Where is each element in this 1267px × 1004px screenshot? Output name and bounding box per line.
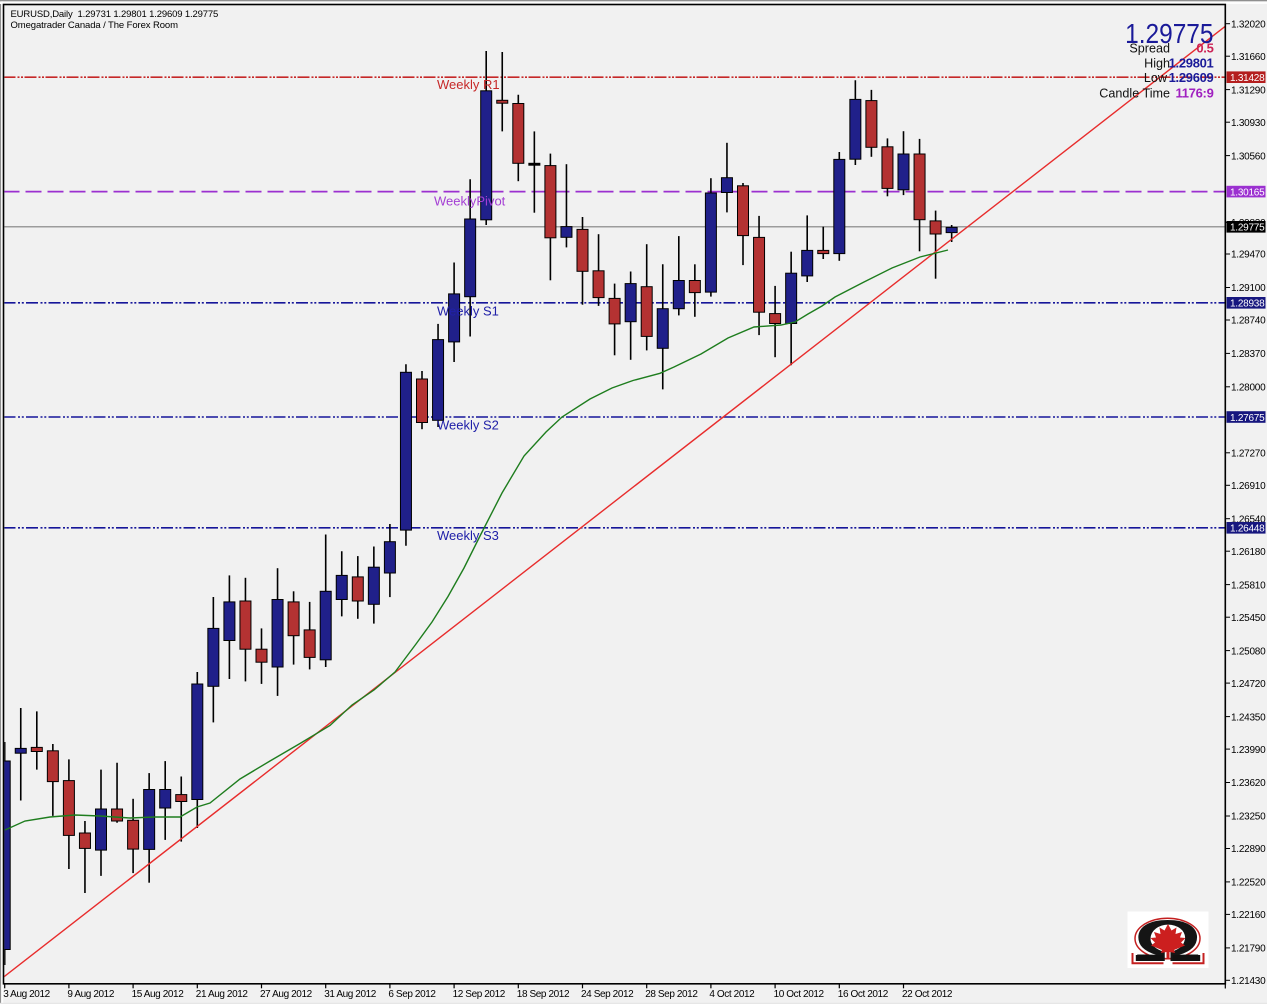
svg-text:22 Oct 2012: 22 Oct 2012 xyxy=(902,989,953,1000)
svg-text:1.29775: 1.29775 xyxy=(1125,18,1213,50)
svg-text:0.5: 0.5 xyxy=(1196,40,1213,55)
svg-text:1.27270: 1.27270 xyxy=(1231,449,1266,460)
svg-text:1.26540: 1.26540 xyxy=(1231,514,1266,525)
svg-text:1.26448: 1.26448 xyxy=(1230,524,1265,535)
svg-text:Weekly S1: Weekly S1 xyxy=(437,304,499,319)
svg-text:1.29100: 1.29100 xyxy=(1231,283,1266,294)
svg-text:Low: Low xyxy=(1144,71,1168,85)
svg-text:WeeklyPivot: WeeklyPivot xyxy=(434,194,506,209)
svg-text:1.26180: 1.26180 xyxy=(1231,547,1266,558)
svg-text:1.24350: 1.24350 xyxy=(1231,712,1266,723)
svg-text:1.25810: 1.25810 xyxy=(1231,580,1266,591)
svg-text:EURUSD,Daily 1.29731 1.29801: EURUSD,Daily 1.29731 1.29801 1.29609 1.2… xyxy=(11,9,219,20)
svg-text:4 Oct 2012: 4 Oct 2012 xyxy=(709,989,755,1000)
svg-text:12 Sep 2012: 12 Sep 2012 xyxy=(453,989,506,1000)
svg-text:21 Aug 2012: 21 Aug 2012 xyxy=(196,989,249,1000)
svg-text:Weekly S2: Weekly S2 xyxy=(437,418,499,433)
svg-text:1.23620: 1.23620 xyxy=(1231,778,1266,789)
svg-text:18 Sep 2012: 18 Sep 2012 xyxy=(517,989,570,1000)
svg-text:1.23990: 1.23990 xyxy=(1231,745,1266,756)
svg-text:Weekly S3: Weekly S3 xyxy=(437,528,499,543)
svg-text:28 Sep 2012: 28 Sep 2012 xyxy=(645,989,698,1000)
svg-text:1.25450: 1.25450 xyxy=(1231,613,1266,624)
svg-text:31 Aug 2012: 31 Aug 2012 xyxy=(324,989,377,1000)
svg-text:1.28370: 1.28370 xyxy=(1231,349,1266,360)
svg-text:Weekly R1: Weekly R1 xyxy=(437,77,500,92)
svg-text:1.32020: 1.32020 xyxy=(1231,19,1266,30)
svg-text:1.22890: 1.22890 xyxy=(1231,844,1266,855)
svg-text:3 Aug 2012: 3 Aug 2012 xyxy=(3,989,50,1000)
svg-text:16 Oct 2012: 16 Oct 2012 xyxy=(838,989,889,1000)
svg-text:1.28000: 1.28000 xyxy=(1231,383,1266,394)
svg-text:1.24720: 1.24720 xyxy=(1231,679,1266,690)
svg-text:1.22160: 1.22160 xyxy=(1231,910,1266,921)
svg-text:1.30930: 1.30930 xyxy=(1231,118,1266,129)
svg-text:1.31428: 1.31428 xyxy=(1230,73,1265,84)
svg-text:27 Aug 2012: 27 Aug 2012 xyxy=(260,989,313,1000)
svg-text:Omegatrader Canada / The Forex: Omegatrader Canada / The Forex Room xyxy=(11,20,179,31)
svg-text:1.26910: 1.26910 xyxy=(1231,481,1266,492)
svg-text:High: High xyxy=(1144,56,1170,70)
svg-text:6 Sep 2012: 6 Sep 2012 xyxy=(388,989,436,1000)
svg-text:1.28938: 1.28938 xyxy=(1230,299,1265,310)
svg-text:1176:9: 1176:9 xyxy=(1176,85,1214,100)
svg-text:1.29801: 1.29801 xyxy=(1169,55,1214,70)
svg-text:1.30560: 1.30560 xyxy=(1231,151,1266,162)
svg-text:15 Aug 2012: 15 Aug 2012 xyxy=(132,989,185,1000)
svg-text:9 Aug 2012: 9 Aug 2012 xyxy=(67,989,114,1000)
svg-text:1.22520: 1.22520 xyxy=(1231,878,1266,889)
svg-text:1.29470: 1.29470 xyxy=(1231,250,1266,261)
svg-text:1.28740: 1.28740 xyxy=(1231,316,1266,327)
svg-text:1.29775: 1.29775 xyxy=(1230,223,1265,234)
svg-text:24 Sep 2012: 24 Sep 2012 xyxy=(581,989,634,1000)
svg-text:1.31290: 1.31290 xyxy=(1231,85,1266,96)
svg-text:1.30165: 1.30165 xyxy=(1230,187,1265,198)
svg-text:10 Oct 2012: 10 Oct 2012 xyxy=(774,989,825,1000)
svg-text:1.23250: 1.23250 xyxy=(1231,812,1266,823)
svg-text:Spread: Spread xyxy=(1129,41,1170,55)
svg-text:1.31660: 1.31660 xyxy=(1231,52,1266,63)
svg-text:1.21430: 1.21430 xyxy=(1231,976,1266,987)
svg-text:1.21790: 1.21790 xyxy=(1231,944,1266,955)
svg-text:1.29609: 1.29609 xyxy=(1169,70,1214,85)
svg-text:1.27675: 1.27675 xyxy=(1230,413,1265,424)
svg-text:Candle Time: Candle Time xyxy=(1099,86,1170,100)
svg-text:1.25080: 1.25080 xyxy=(1231,646,1266,657)
